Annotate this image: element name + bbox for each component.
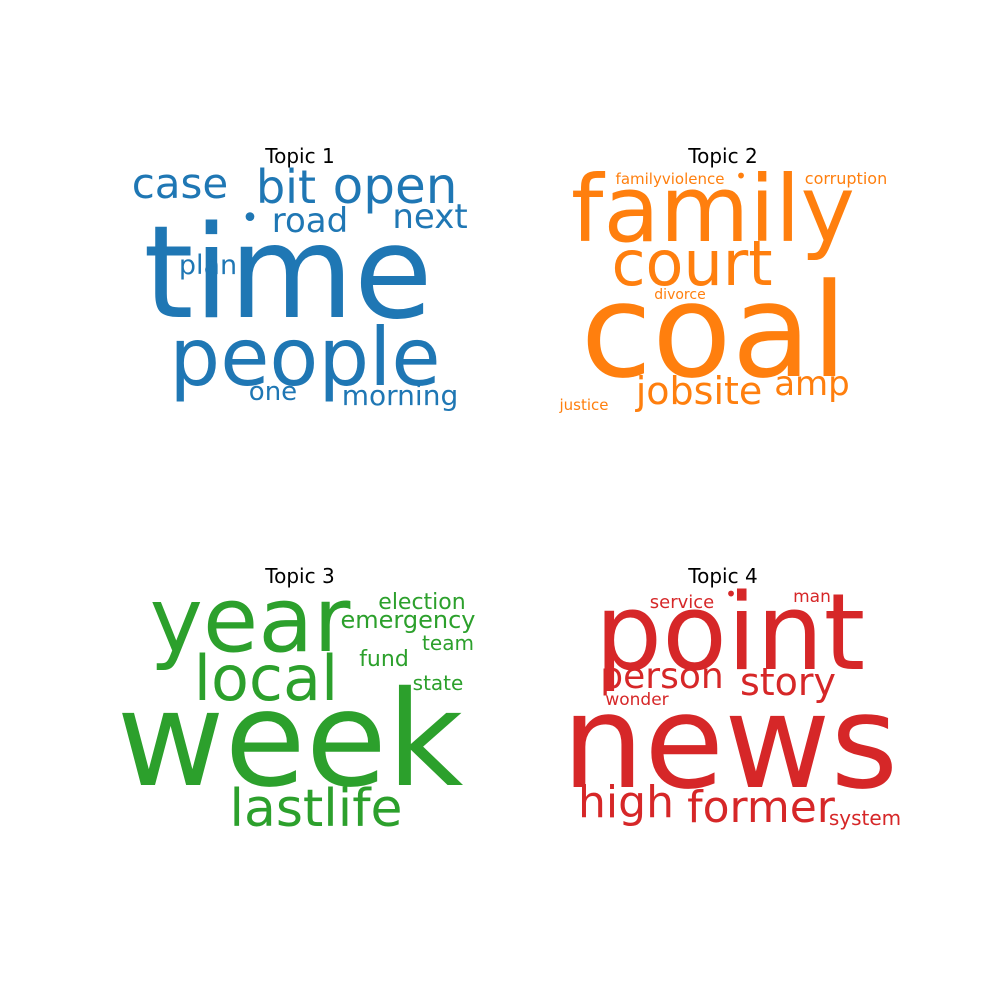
topic-1-title: Topic 1 [264, 144, 334, 168]
topic-2-word: justice [558, 396, 608, 414]
topic-2-title: Topic 2 [687, 144, 757, 168]
topic-4-word: wonder [605, 690, 668, 710]
topic-3-word: fund [359, 647, 409, 672]
topic-4-word: high [578, 777, 674, 828]
topic-1-word: time [143, 199, 432, 348]
topic-4-word: man [793, 587, 831, 607]
topic-4-title: Topic 4 [687, 564, 757, 588]
topic-4-word: service [650, 592, 714, 613]
topic-1-word: one [249, 377, 297, 407]
topic-2-word: family [571, 156, 855, 263]
topic-1-word: • [241, 201, 259, 236]
topic-4-word: system [829, 806, 901, 830]
topic-3-word: state [413, 671, 464, 695]
topic-2-word: corruption [805, 169, 887, 188]
topic-1-word: open [333, 157, 458, 215]
topic-3-word: year [150, 568, 351, 673]
topic-2-word: divorce [654, 287, 705, 303]
topic-3-word: election [378, 590, 465, 615]
topic-1-word: plan [179, 250, 237, 281]
topic-1-word: next [392, 197, 467, 237]
topic-4-word: news [562, 666, 898, 818]
topic-2-word: familyviolence [616, 170, 725, 188]
topic-3-title: Topic 3 [264, 564, 334, 588]
topic-3-word: week [117, 663, 464, 817]
topic-3-word: local [194, 642, 338, 715]
topic-2-word: • [735, 164, 747, 188]
topic-1-word: road [272, 201, 348, 241]
topic-4-word: story [740, 660, 836, 704]
topic-1-word: bit [256, 160, 316, 214]
topic-4-word: • [725, 582, 737, 606]
topic-2-word: court [611, 227, 772, 300]
topic-1-word: people [169, 311, 440, 404]
topic-3-word: emergency [341, 606, 476, 634]
topic-3-word: team [422, 631, 474, 655]
topic-2-word: coal [581, 255, 848, 407]
topic-4-word: former [687, 782, 836, 833]
topic-2-word: jobsite [635, 369, 763, 413]
topic-1-word: morning [342, 379, 458, 412]
topic-4-word: person [600, 656, 723, 697]
topic-3-word: lastlife [230, 779, 403, 839]
topic-2-word: amp [774, 364, 850, 404]
topic-1-word: case [132, 159, 229, 208]
topic-4-word: point [595, 571, 865, 694]
